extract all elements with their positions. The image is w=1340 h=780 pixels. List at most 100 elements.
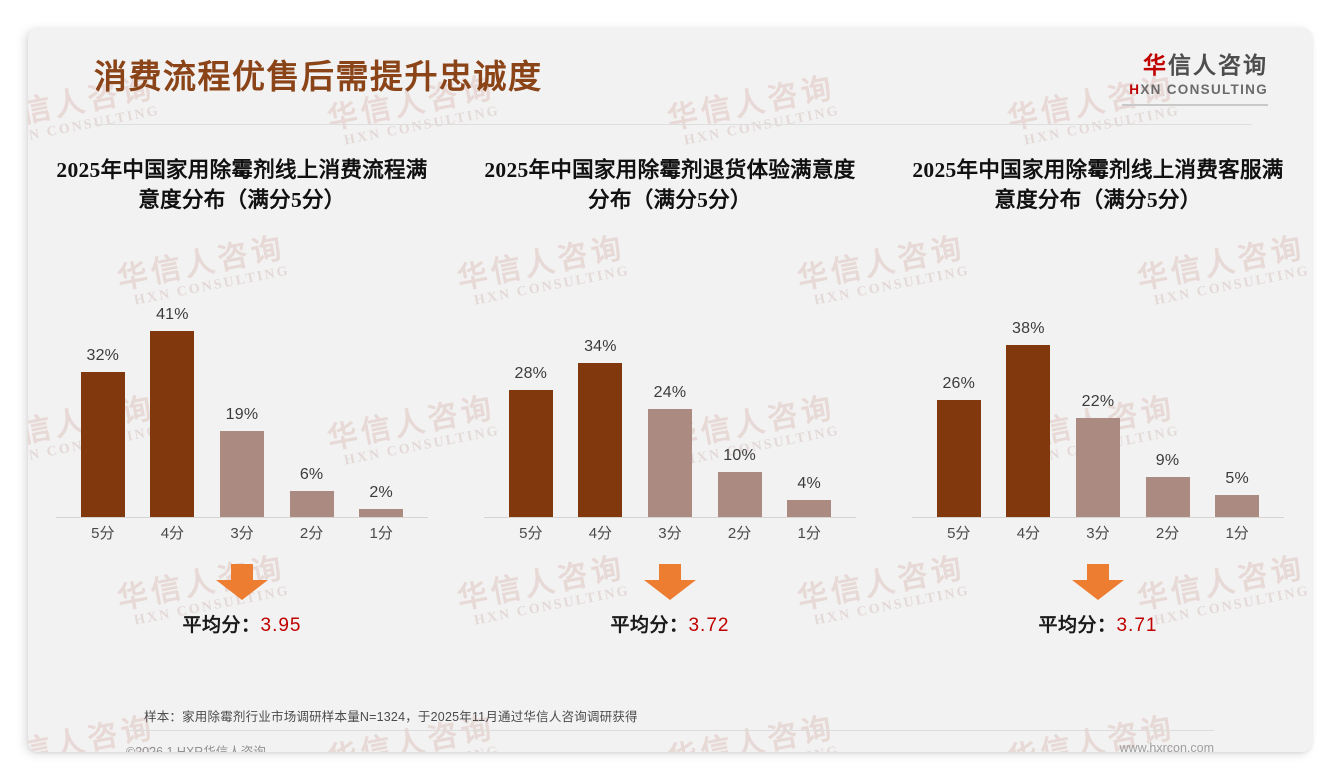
x-tick-label: 1分: [797, 525, 821, 542]
bar-value-label: 22%: [1081, 392, 1115, 410]
bar-slot: 26%: [924, 300, 994, 518]
bar[interactable]: [1075, 417, 1120, 518]
logo-en-rest: XN CONSULTING: [1140, 82, 1268, 97]
logo-english: HXN CONSULTING: [1122, 83, 1268, 97]
chart-plot-area: 32% 41% 19% 6% 2% 5分 4分 3分 2分 1分: [50, 252, 434, 552]
bar[interactable]: [1215, 495, 1260, 518]
chart-plot-area: 26% 38% 22% 9% 5% 5分 4分 3分 2分 1分: [906, 252, 1290, 552]
chart-title: 2025年中国家用除霉剂线上消费流程满意度分布（满分5分）: [56, 158, 428, 212]
average-score-value: 3.71: [1116, 615, 1158, 636]
x-tick-label: 5分: [91, 525, 115, 542]
x-tick-label: 3分: [658, 525, 682, 542]
average-score-block: 平均分：3.71: [906, 562, 1290, 637]
x-tick-label: 4分: [1016, 525, 1041, 542]
x-tick-label: 2分: [299, 525, 324, 542]
page-title: 消费流程优售后需提升忠诚度: [94, 58, 543, 95]
footer-divider: [126, 730, 1214, 731]
average-score-block: 平均分：3.95: [50, 562, 434, 637]
chart-title: 2025年中国家用除霉剂退货体验满意度分布（满分5分）: [484, 158, 856, 212]
bar-group: 32% 41% 19% 6% 2%: [68, 300, 416, 518]
website-link[interactable]: www.hxrcon.com: [1119, 741, 1214, 752]
average-score-text: 平均分：3.71: [906, 610, 1290, 637]
bar[interactable]: [1006, 344, 1051, 518]
logo-chinese: 华信人咨询: [1122, 54, 1268, 77]
bar-value-label: 28%: [514, 365, 548, 383]
x-axis-line: [911, 517, 1284, 518]
chart-title: 2025年中国家用除霉剂线上消费客服满意度分布（满分5分）: [912, 158, 1284, 212]
bar-slot: 28%: [496, 300, 566, 518]
bar[interactable]: [936, 399, 981, 518]
average-score-block: 平均分：3.72: [478, 562, 862, 637]
bar-value-label: 41%: [156, 306, 189, 324]
x-tick-label: 2分: [727, 525, 752, 542]
x-tick-label: 3分: [230, 525, 254, 542]
slide-footer: ©2026.1 HXR华信人咨询 www.hxrcon.com: [28, 736, 1312, 752]
bar-slot: 2%: [346, 300, 416, 518]
chart-panel-3: 2025年中国家用除霉剂线上消费客服满意度分布（满分5分） 26% 38% 22% 9%…: [884, 156, 1312, 637]
bar-value-label: 24%: [653, 383, 687, 401]
down-arrow-icon: [1071, 564, 1124, 600]
bar-value-label: 26%: [942, 374, 976, 392]
header-divider: [94, 124, 1252, 125]
charts-row: 2025年中国家用除霉剂线上消费流程满意度分布（满分5分） 32% 41% 19% 6%…: [28, 156, 1312, 637]
bar[interactable]: [80, 372, 125, 518]
slide-header: 消费流程优售后需提升忠诚度 华信人咨询 HXN CONSULTING: [28, 28, 1312, 125]
bar[interactable]: [578, 363, 623, 518]
bar-value-label: 4%: [797, 474, 821, 492]
x-tick-label: 4分: [160, 525, 185, 542]
bar[interactable]: [219, 431, 264, 518]
company-logo: 华信人咨询 HXN CONSULTING: [1122, 54, 1268, 106]
average-score-label: 平均分：: [610, 615, 689, 636]
average-score-label: 平均分：: [1038, 615, 1117, 636]
bar-slot: 9%: [1133, 300, 1203, 518]
slide-card: 华信人咨询 HXN CONSULTING 华信人咨询 HXN CONSULTING 华信…: [28, 28, 1312, 752]
bar-slot: 10%: [705, 300, 775, 518]
bar-value-label: 10%: [723, 447, 756, 465]
copyright-text: ©2026.1 HXR华信人咨询: [126, 745, 266, 752]
chart-panel-1: 2025年中国家用除霉剂线上消费流程满意度分布（满分5分） 32% 41% 19% 6%…: [28, 156, 456, 637]
bar-value-label: 32%: [86, 347, 120, 365]
logo-cn-rest: 信人咨询: [1168, 52, 1268, 78]
average-score-label: 平均分：: [182, 615, 261, 636]
bar-value-label: 6%: [299, 465, 324, 483]
x-tick-label: 1分: [1225, 525, 1249, 542]
average-score-text: 平均分：3.72: [478, 610, 862, 637]
average-score-value: 3.72: [688, 615, 730, 636]
bar[interactable]: [359, 508, 404, 518]
source-footnote: 样本：家用除霉剂行业市场调研样本量N=1324，于2025年11月通过华信人咨询…: [144, 710, 638, 724]
chart-plot-area: 28% 34% 24% 10% 4% 5分 4分 3分 2分 1分: [478, 252, 862, 552]
logo-en-highlight: H: [1129, 82, 1141, 97]
x-tick-label: 5分: [519, 525, 543, 542]
bar-value-label: 34%: [584, 338, 617, 356]
chart-panel-2: 2025年中国家用除霉剂退货体验满意度分布（满分5分） 28% 34% 24% 10% 4…: [456, 156, 884, 637]
bar-group: 28% 34% 24% 10% 4%: [496, 300, 844, 518]
x-axis-tick-labels: 5分 4分 3分 2分 1分: [68, 522, 416, 552]
bar-slot: 24%: [635, 300, 705, 518]
x-axis-tick-labels: 5分 4分 3分 2分 1分: [924, 522, 1272, 552]
bar-slot: 41%: [138, 300, 208, 518]
bar[interactable]: [150, 331, 195, 518]
bar-slot: 32%: [68, 300, 138, 518]
x-axis-tick-labels: 5分 4分 3分 2分 1分: [496, 522, 844, 552]
bar[interactable]: [1145, 477, 1190, 518]
bar-value-label: 19%: [225, 406, 259, 424]
bar[interactable]: [647, 408, 692, 518]
bar[interactable]: [289, 490, 334, 518]
bar-value-label: 5%: [1225, 470, 1249, 488]
down-arrow-icon: [215, 564, 268, 600]
bar-slot: 22%: [1063, 300, 1133, 518]
bar-slot: 5%: [1202, 300, 1272, 518]
x-axis-line: [56, 517, 428, 518]
bar-slot: 38%: [994, 300, 1064, 518]
bar[interactable]: [508, 390, 553, 518]
x-axis-line: [483, 517, 856, 518]
bar-slot: 34%: [566, 300, 636, 518]
bar-group: 26% 38% 22% 9% 5%: [924, 300, 1272, 518]
x-tick-label: 2分: [1155, 525, 1180, 542]
bar-slot: 19%: [207, 300, 277, 518]
bar[interactable]: [717, 472, 762, 518]
bar[interactable]: [787, 499, 832, 518]
x-tick-label: 3分: [1086, 525, 1110, 542]
bar-value-label: 9%: [1155, 452, 1180, 469]
logo-cn-highlight: 华: [1143, 52, 1168, 78]
